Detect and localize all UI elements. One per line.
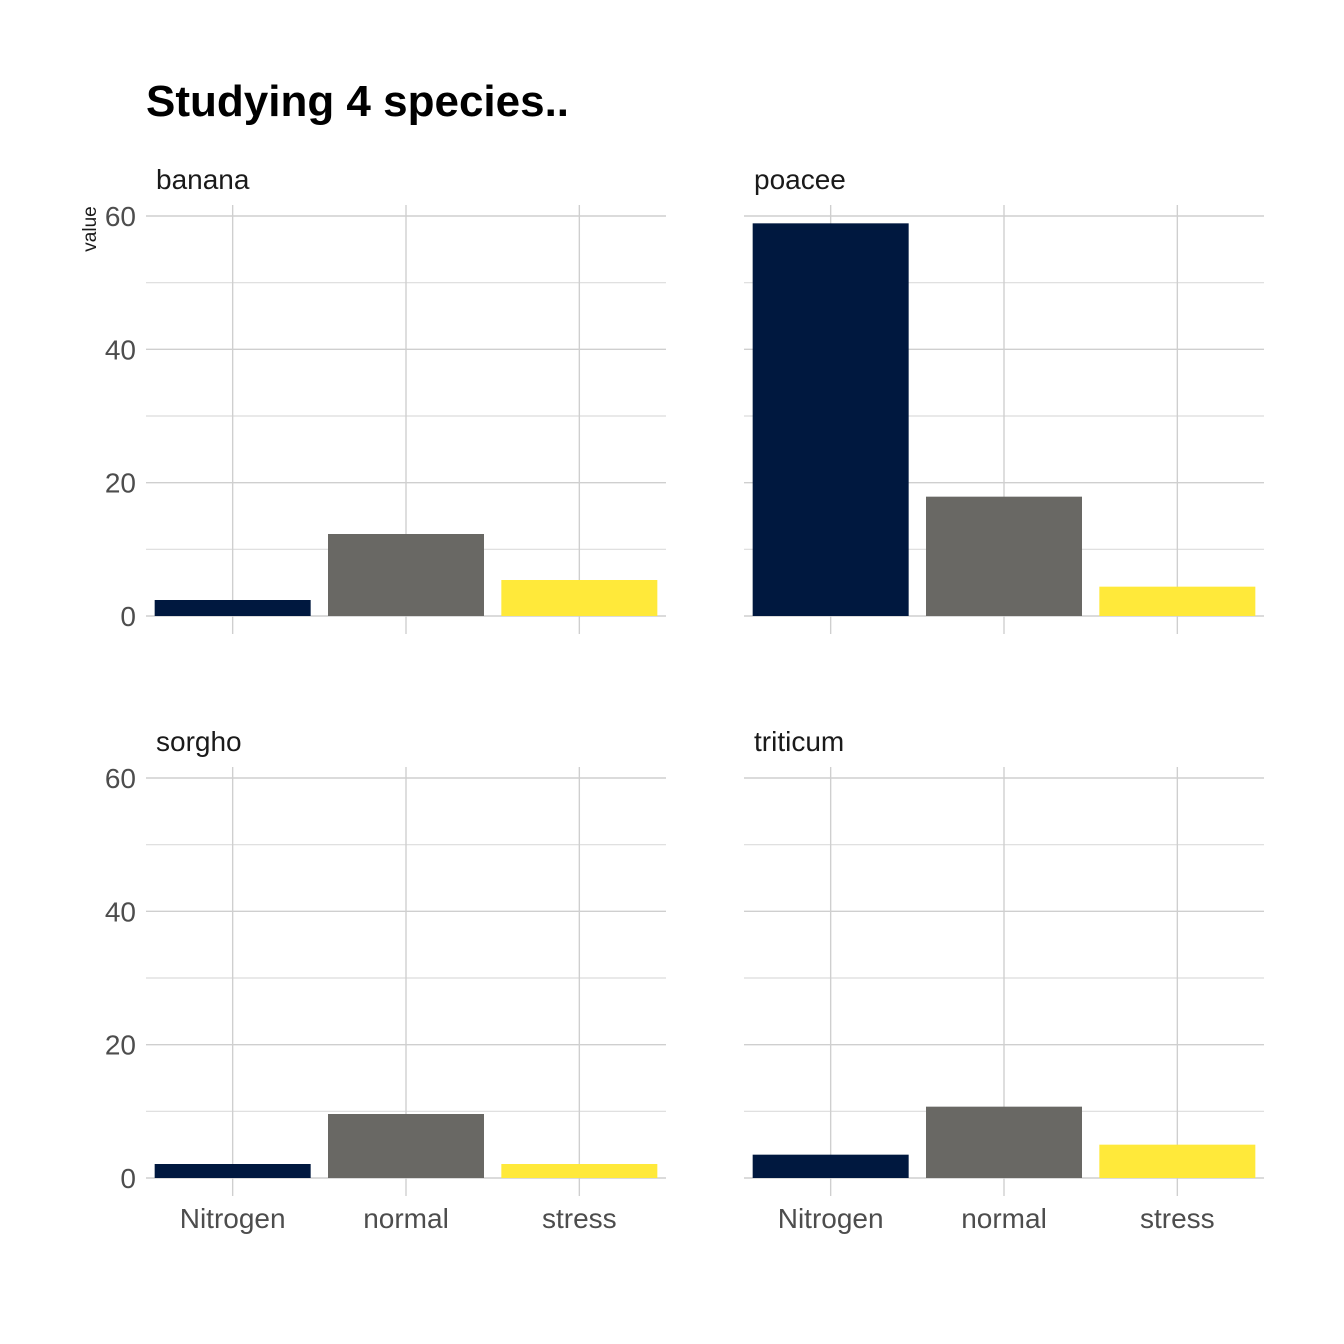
y-tick-label: 60 xyxy=(105,763,136,794)
bar-sorgho-stress xyxy=(501,1164,658,1178)
y-tick-label: 40 xyxy=(105,896,136,927)
y-tick-label: 0 xyxy=(120,1163,136,1194)
facet-panel-triticum: triticum Nitrogen normal stress xyxy=(744,726,1264,1234)
x-tick-label: stress xyxy=(1140,1203,1215,1234)
x-tick-label: stress xyxy=(542,1203,617,1234)
y-tick-label: 20 xyxy=(105,1030,136,1061)
bar-triticum-stress xyxy=(1099,1144,1256,1178)
x-tick-label: Nitrogen xyxy=(180,1203,286,1234)
facet-panel-banana: banana 0 20 40 60 xyxy=(105,164,666,634)
bar-poacee-nitrogen xyxy=(752,223,909,617)
y-axis-title: value xyxy=(80,206,101,251)
bar-banana-stress xyxy=(501,580,658,616)
bar-poacee-normal xyxy=(926,496,1082,616)
facet-panel-sorgho: sorgho 0 20 40 60 Nitrogen normal stress xyxy=(105,726,666,1234)
facet-panel-poacee: poacee xyxy=(744,164,1264,634)
y-tick-label: 0 xyxy=(120,601,136,632)
bar-sorgho-normal xyxy=(328,1114,484,1178)
facet-label: triticum xyxy=(754,726,844,757)
chart-title: Studying 4 species.. xyxy=(146,77,569,126)
y-tick-label: 60 xyxy=(105,201,136,232)
facet-label: banana xyxy=(156,164,250,195)
bar-poacee-stress xyxy=(1099,586,1256,616)
facet-label: sorgho xyxy=(156,726,242,757)
bar-banana-normal xyxy=(328,534,484,616)
x-tick-label: normal xyxy=(961,1203,1047,1234)
bar-triticum-nitrogen xyxy=(752,1154,909,1178)
facet-label: poacee xyxy=(754,164,846,195)
bar-banana-nitrogen xyxy=(154,600,311,616)
x-tick-label: Nitrogen xyxy=(778,1203,884,1234)
y-tick-label: 20 xyxy=(105,468,136,499)
y-tick-label: 40 xyxy=(105,334,136,365)
x-tick-label: normal xyxy=(363,1203,449,1234)
bar-triticum-normal xyxy=(926,1106,1082,1178)
bar-sorgho-nitrogen xyxy=(154,1164,311,1178)
